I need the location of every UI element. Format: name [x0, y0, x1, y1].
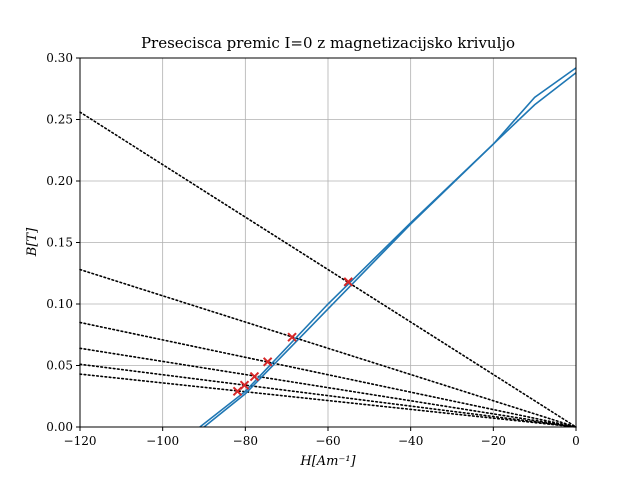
y-tick-label: 0.15 — [46, 236, 73, 250]
intersection-marker — [249, 371, 260, 382]
x-axis-label: H[Am⁻¹] — [299, 454, 356, 469]
y-tick-label: 0.10 — [46, 297, 73, 311]
load-line-1 — [79, 111, 577, 428]
chart-title: Presecisca premic I=0 z magnetizacijsko … — [141, 34, 515, 52]
y-axis-label: B[T] — [25, 227, 40, 257]
y-tick-label: 0.05 — [46, 359, 73, 373]
y-tick-label: 0.20 — [46, 174, 73, 188]
load-line-4 — [79, 347, 577, 428]
intersection-marker — [232, 386, 243, 397]
x-tick-label: −100 — [146, 434, 179, 448]
x-tick-label: −40 — [398, 434, 423, 448]
y-tick-label: 0.25 — [46, 113, 73, 127]
axis-ticks: −120 −100 −80 −60 −40 −20 0 0.00 0.05 0.10 0.15 0.2… — [46, 51, 580, 448]
intersection-marker — [262, 357, 273, 367]
load-lines — [79, 111, 577, 428]
load-line-5 — [79, 363, 577, 428]
x-tick-label: −120 — [64, 434, 97, 448]
x-tick-label: 0 — [572, 434, 580, 448]
marker-stroke — [262, 357, 273, 367]
y-tick-label: 0.30 — [46, 51, 73, 65]
intersection-markers — [232, 277, 353, 397]
x-tick-label: −60 — [315, 434, 340, 448]
marker-stroke — [343, 277, 353, 287]
marker-stroke — [287, 332, 297, 342]
marker-stroke — [249, 371, 260, 382]
magnetization-curve-1 — [199, 67, 577, 428]
load-line-2 — [79, 268, 577, 428]
y-tick-label: 0.00 — [46, 420, 73, 434]
magnetization-curve-2 — [203, 72, 577, 428]
magnetization-curves — [199, 67, 577, 428]
x-tick-label: −20 — [481, 434, 506, 448]
x-tick-label: −80 — [233, 434, 258, 448]
load-line-6 — [79, 373, 577, 428]
marker-stroke — [232, 386, 243, 397]
intersection-marker — [343, 277, 353, 287]
load-line-3 — [79, 321, 577, 428]
intersection-marker — [287, 332, 297, 342]
